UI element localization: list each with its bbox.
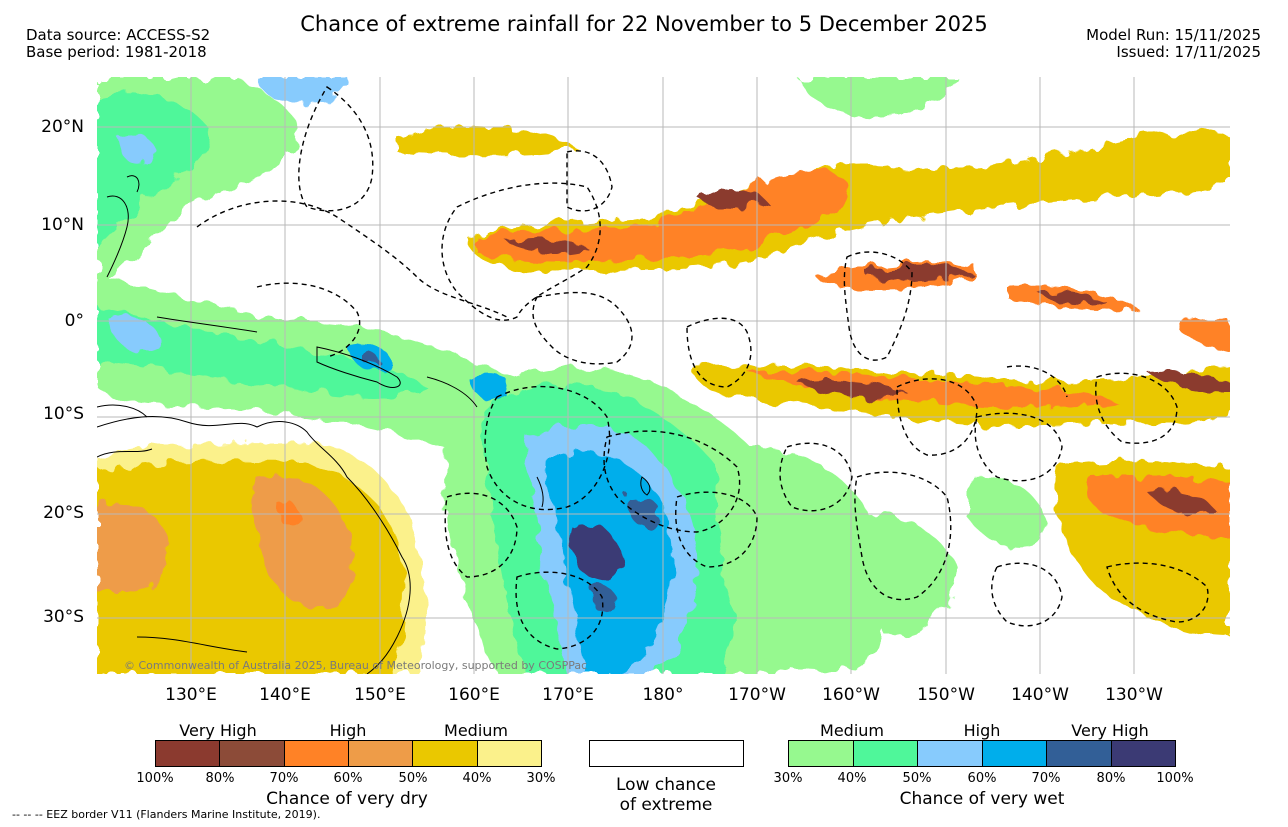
latitude-label: 0°: [64, 311, 84, 331]
wet-swatch: [1111, 741, 1175, 766]
map-title: Chance of extreme rainfall for 22 Novemb…: [300, 12, 988, 36]
dry-percent-label: 50%: [398, 771, 428, 786]
dry-percent-label: 60%: [333, 771, 363, 786]
dry-percent-label: 80%: [205, 771, 235, 786]
dry-category-label: Very High: [179, 721, 257, 740]
dry-category-label: Medium: [444, 721, 508, 740]
copyright-notice: © Commonwealth of Australia 2025, Bureau…: [124, 659, 588, 672]
dry-caption: Chance of very dry: [266, 789, 428, 809]
latitude-label: 20°S: [43, 503, 84, 523]
longitude-label: 140°W: [1011, 685, 1069, 705]
wet-percent-label: 80%: [1096, 771, 1126, 786]
wet-swatch: [789, 741, 854, 766]
wet-percent-label: 40%: [837, 771, 867, 786]
neutral-caption-line1: Low chance: [616, 775, 716, 795]
model-run: Model Run: 15/11/2025: [1086, 26, 1261, 44]
coastlines: [97, 175, 651, 674]
eez-borders: [196, 86, 1209, 650]
neutral-caption-line2: of extreme: [619, 795, 713, 815]
wet-percent-label: 100%: [1156, 771, 1194, 786]
issued-date: Issued: 17/11/2025: [1116, 43, 1261, 61]
dry-swatch: [348, 741, 414, 766]
longitude-label: 170°E: [542, 685, 594, 705]
wet-percent-label: 70%: [1031, 771, 1061, 786]
neutral-swatch: [589, 740, 744, 767]
wet-category-label: Very High: [1071, 721, 1149, 740]
dry-percent-label: 30%: [526, 771, 556, 786]
wet-caption: Chance of very wet: [899, 789, 1065, 809]
wet-colorbar: [788, 740, 1176, 767]
wet-percent-label: 50%: [902, 771, 932, 786]
probability-shading: [97, 77, 1230, 674]
latitude-label: 10°N: [41, 215, 84, 235]
dry-colorbar: [155, 740, 542, 767]
longitude-label: 170°W: [728, 685, 786, 705]
dry-swatch: [413, 741, 478, 766]
longitude-label: 150°E: [354, 685, 406, 705]
dry-swatch: [477, 741, 541, 766]
wet-category-label: High: [963, 721, 1001, 740]
longitude-label: 160°W: [822, 685, 880, 705]
wet-category-label: Medium: [820, 721, 884, 740]
dry-swatch: [220, 741, 285, 766]
longitude-label: 160°E: [448, 685, 500, 705]
dry-percent-label: 70%: [269, 771, 299, 786]
longitude-label: 140°E: [259, 685, 311, 705]
dry-swatch: [156, 741, 221, 766]
longitude-label: 130°E: [165, 685, 217, 705]
wet-swatch: [982, 741, 1047, 766]
dry-category-label: High: [329, 721, 367, 740]
base-period: Base period: 1981-2018: [26, 43, 207, 61]
longitude-label: 180°: [642, 685, 684, 705]
dry-swatch: [284, 741, 349, 766]
dry-percent-label: 40%: [462, 771, 492, 786]
wet-swatch: [853, 741, 918, 766]
rainfall-map: [97, 77, 1230, 674]
longitude-label: 130°W: [1105, 685, 1163, 705]
wet-percent-label: 60%: [967, 771, 997, 786]
eez-footnote: -- -- -- EEZ border V11 (Flanders Marine…: [12, 808, 321, 821]
longitude-label: 150°W: [917, 685, 975, 705]
dry-percent-label: 100%: [136, 771, 174, 786]
latitude-label: 10°S: [43, 404, 84, 424]
latitude-label: 30°S: [43, 607, 84, 627]
map-gridlines: [97, 77, 1230, 674]
wet-percent-label: 30%: [773, 771, 803, 786]
latitude-label: 20°N: [41, 117, 84, 137]
data-source: Data source: ACCESS-S2: [26, 26, 211, 44]
wet-swatch: [918, 741, 983, 766]
wet-swatch: [1047, 741, 1112, 766]
